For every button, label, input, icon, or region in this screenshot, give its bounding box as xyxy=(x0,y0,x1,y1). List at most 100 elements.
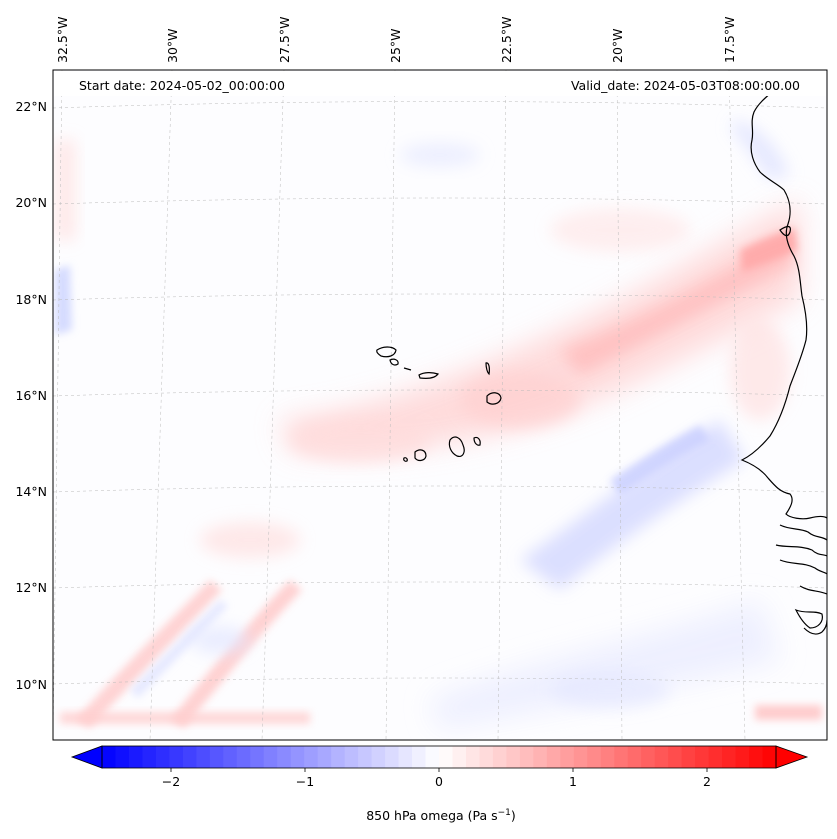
lon-label-32-5w: 32.5°W xyxy=(55,17,70,63)
colorbar-label-1: 1 xyxy=(569,774,577,789)
colorbar-low-extension xyxy=(70,745,103,769)
colorbar-cells xyxy=(102,746,777,768)
colorbar-label-0: 0 xyxy=(435,774,443,789)
colorbar-cell xyxy=(209,746,224,768)
colorbar-cell xyxy=(452,746,467,768)
coast-south-5 xyxy=(794,608,823,629)
colorbar-cell xyxy=(196,746,211,768)
lon-label-30w: 30°W xyxy=(165,28,180,63)
coast-south-1 xyxy=(779,524,827,541)
colorbar-cell xyxy=(439,746,454,768)
positive-west-edge xyxy=(55,140,75,240)
island-sao-nicolau xyxy=(418,372,439,379)
positive-blob-2 xyxy=(290,418,430,462)
colorbar-cell xyxy=(115,746,130,768)
west-africa-coast xyxy=(740,91,827,520)
latitude-labels: 22°N 20°N 18°N 16°N 14°N 12°N 10°N xyxy=(15,99,47,692)
colorbar-title: 850 hPa omega (Pa s−1) xyxy=(366,808,516,823)
coast-south-3 xyxy=(779,559,827,575)
coast-south-4 xyxy=(799,585,827,595)
island-sao-vicente xyxy=(389,358,399,366)
coastlines xyxy=(740,91,827,635)
colorbar-cell xyxy=(560,746,575,768)
island-boa-vista xyxy=(486,392,502,405)
colorbar-cell xyxy=(479,746,494,768)
negative-blob-1 xyxy=(400,143,480,167)
cape-verde-islands xyxy=(376,346,502,462)
colorbar-cell xyxy=(695,746,710,768)
colorbar-cell xyxy=(102,746,117,768)
colorbar-tick-labels: −2 −1 0 1 2 xyxy=(162,774,711,789)
negative-band-core xyxy=(610,425,710,495)
meridian-20w xyxy=(616,70,623,740)
colorbar-cell xyxy=(735,746,750,768)
negative-west-edge xyxy=(55,265,72,335)
lon-label-22-5w: 22.5°W xyxy=(499,17,514,63)
meridian-17-5w xyxy=(728,70,746,740)
omega-field xyxy=(55,120,822,730)
colorbar-cell xyxy=(492,746,507,768)
parallel-12n xyxy=(53,581,827,589)
colorbar-cell xyxy=(142,746,157,768)
positive-sw-streak-2 xyxy=(170,580,302,728)
island-sal xyxy=(485,362,490,376)
colorbar-cell xyxy=(708,746,723,768)
colorbar-cell xyxy=(398,746,413,768)
colorbar-cell xyxy=(425,746,440,768)
colorbar-cell xyxy=(587,746,602,768)
colorbar-cell xyxy=(762,746,777,768)
parallel-18n xyxy=(53,293,827,301)
meridian-32-5w xyxy=(53,70,63,740)
parallel-14n xyxy=(53,485,827,493)
colorbar-cell xyxy=(668,746,683,768)
colorbar-cell xyxy=(614,746,629,768)
colorbar-high-extension xyxy=(775,745,809,769)
colorbar-cell xyxy=(385,746,400,768)
lat-label-22n: 22°N xyxy=(15,99,47,114)
negative-east-top xyxy=(730,120,790,180)
lat-label-14n: 14°N xyxy=(15,484,47,499)
island-santiago xyxy=(448,436,465,457)
colorbar-cell xyxy=(506,746,521,768)
colorbar-cell xyxy=(600,746,615,768)
map-frame xyxy=(52,69,828,741)
meridian-30w xyxy=(149,70,173,740)
island-santa-luzia xyxy=(403,367,412,371)
info-strip: Start date: 2024-05-02_00:00:00 Valid_da… xyxy=(54,71,826,96)
lon-label-17-5w: 17.5°W xyxy=(722,17,737,63)
lat-label-10n: 10°N xyxy=(15,677,47,692)
positive-blob-3 xyxy=(200,522,300,558)
gridlines xyxy=(53,70,827,740)
negative-band xyxy=(520,420,745,590)
parallel-10n xyxy=(53,677,827,685)
colorbar-ticks xyxy=(170,768,708,772)
colorbar-cell xyxy=(722,746,737,768)
colorbar-cell xyxy=(627,746,642,768)
colorbar-cell xyxy=(223,746,238,768)
colorbar-cell xyxy=(304,746,319,768)
colorbar-cell xyxy=(546,746,561,768)
colorbar-cell xyxy=(331,746,346,768)
meridian-25w xyxy=(385,70,396,740)
valid-date-text: Valid_date: 2024-05-03T08:00:00.00 xyxy=(571,78,800,93)
colorbar-cell xyxy=(263,746,278,768)
colorbar-cell xyxy=(169,746,184,768)
colorbar-cell xyxy=(412,746,427,768)
lon-label-25w: 25°W xyxy=(388,28,403,63)
colorbar-cell xyxy=(182,746,197,768)
colorbar-cell xyxy=(681,746,696,768)
meridian-27-5w xyxy=(261,70,285,740)
colorbar: −2 −1 0 1 2 850 hPa omega (Pa s−1) xyxy=(70,745,809,823)
colorbar-label-2: 2 xyxy=(703,774,711,789)
parallel-22n xyxy=(53,101,827,109)
colorbar-title-exponent: −1 xyxy=(498,808,511,818)
colorbar-cell xyxy=(128,746,144,768)
parallel-16n xyxy=(53,389,827,397)
island-santo-antao xyxy=(376,346,397,358)
island-fogo xyxy=(414,449,427,462)
lon-label-27-5w: 27.5°W xyxy=(277,17,292,63)
colorbar-cell xyxy=(371,746,386,768)
colorbar-cell xyxy=(277,746,292,768)
longitude-labels: 32.5°W 30°W 27.5°W 25°W 22.5°W 20°W 17.5… xyxy=(55,17,737,63)
